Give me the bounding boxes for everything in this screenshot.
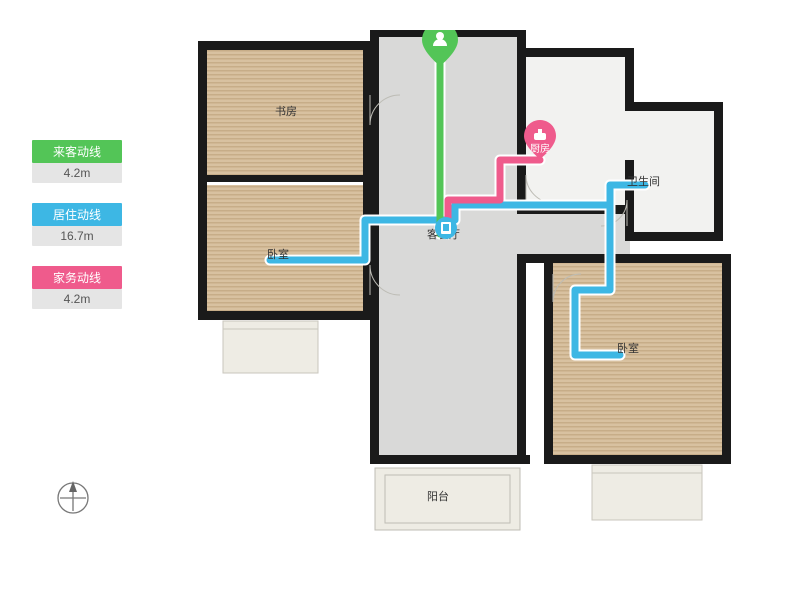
- floor-plan: 书房 卧室 客餐厅 卫生间 卧室 阳台 厨房: [195, 30, 755, 570]
- label-bathroom: 卫生间: [627, 174, 660, 188]
- legend-item-guest: 来客动线 4.2m: [32, 140, 122, 183]
- legend-label: 来客动线: [32, 140, 122, 163]
- label-study: 书房: [275, 105, 297, 118]
- legend-value: 16.7m: [32, 226, 122, 246]
- legend-label: 居住动线: [32, 203, 122, 226]
- room-bathroom: [630, 110, 715, 235]
- legend-item-housework: 家务动线 4.2m: [32, 266, 122, 309]
- legend-value: 4.2m: [32, 163, 122, 183]
- pin-door: [435, 217, 457, 239]
- legend-item-resident: 居住动线 16.7m: [32, 203, 122, 246]
- legend-label: 家务动线: [32, 266, 122, 289]
- label-kitchen: 厨房: [530, 142, 550, 155]
- label-bedroom-right: 卧室: [617, 341, 639, 355]
- label-bedroom-left: 卧室: [267, 247, 289, 261]
- legend-value: 4.2m: [32, 289, 122, 309]
- legend: 来客动线 4.2m 居住动线 16.7m 家务动线 4.2m: [32, 140, 122, 329]
- label-balcony: 阳台: [427, 489, 449, 503]
- compass-icon: [55, 480, 91, 516]
